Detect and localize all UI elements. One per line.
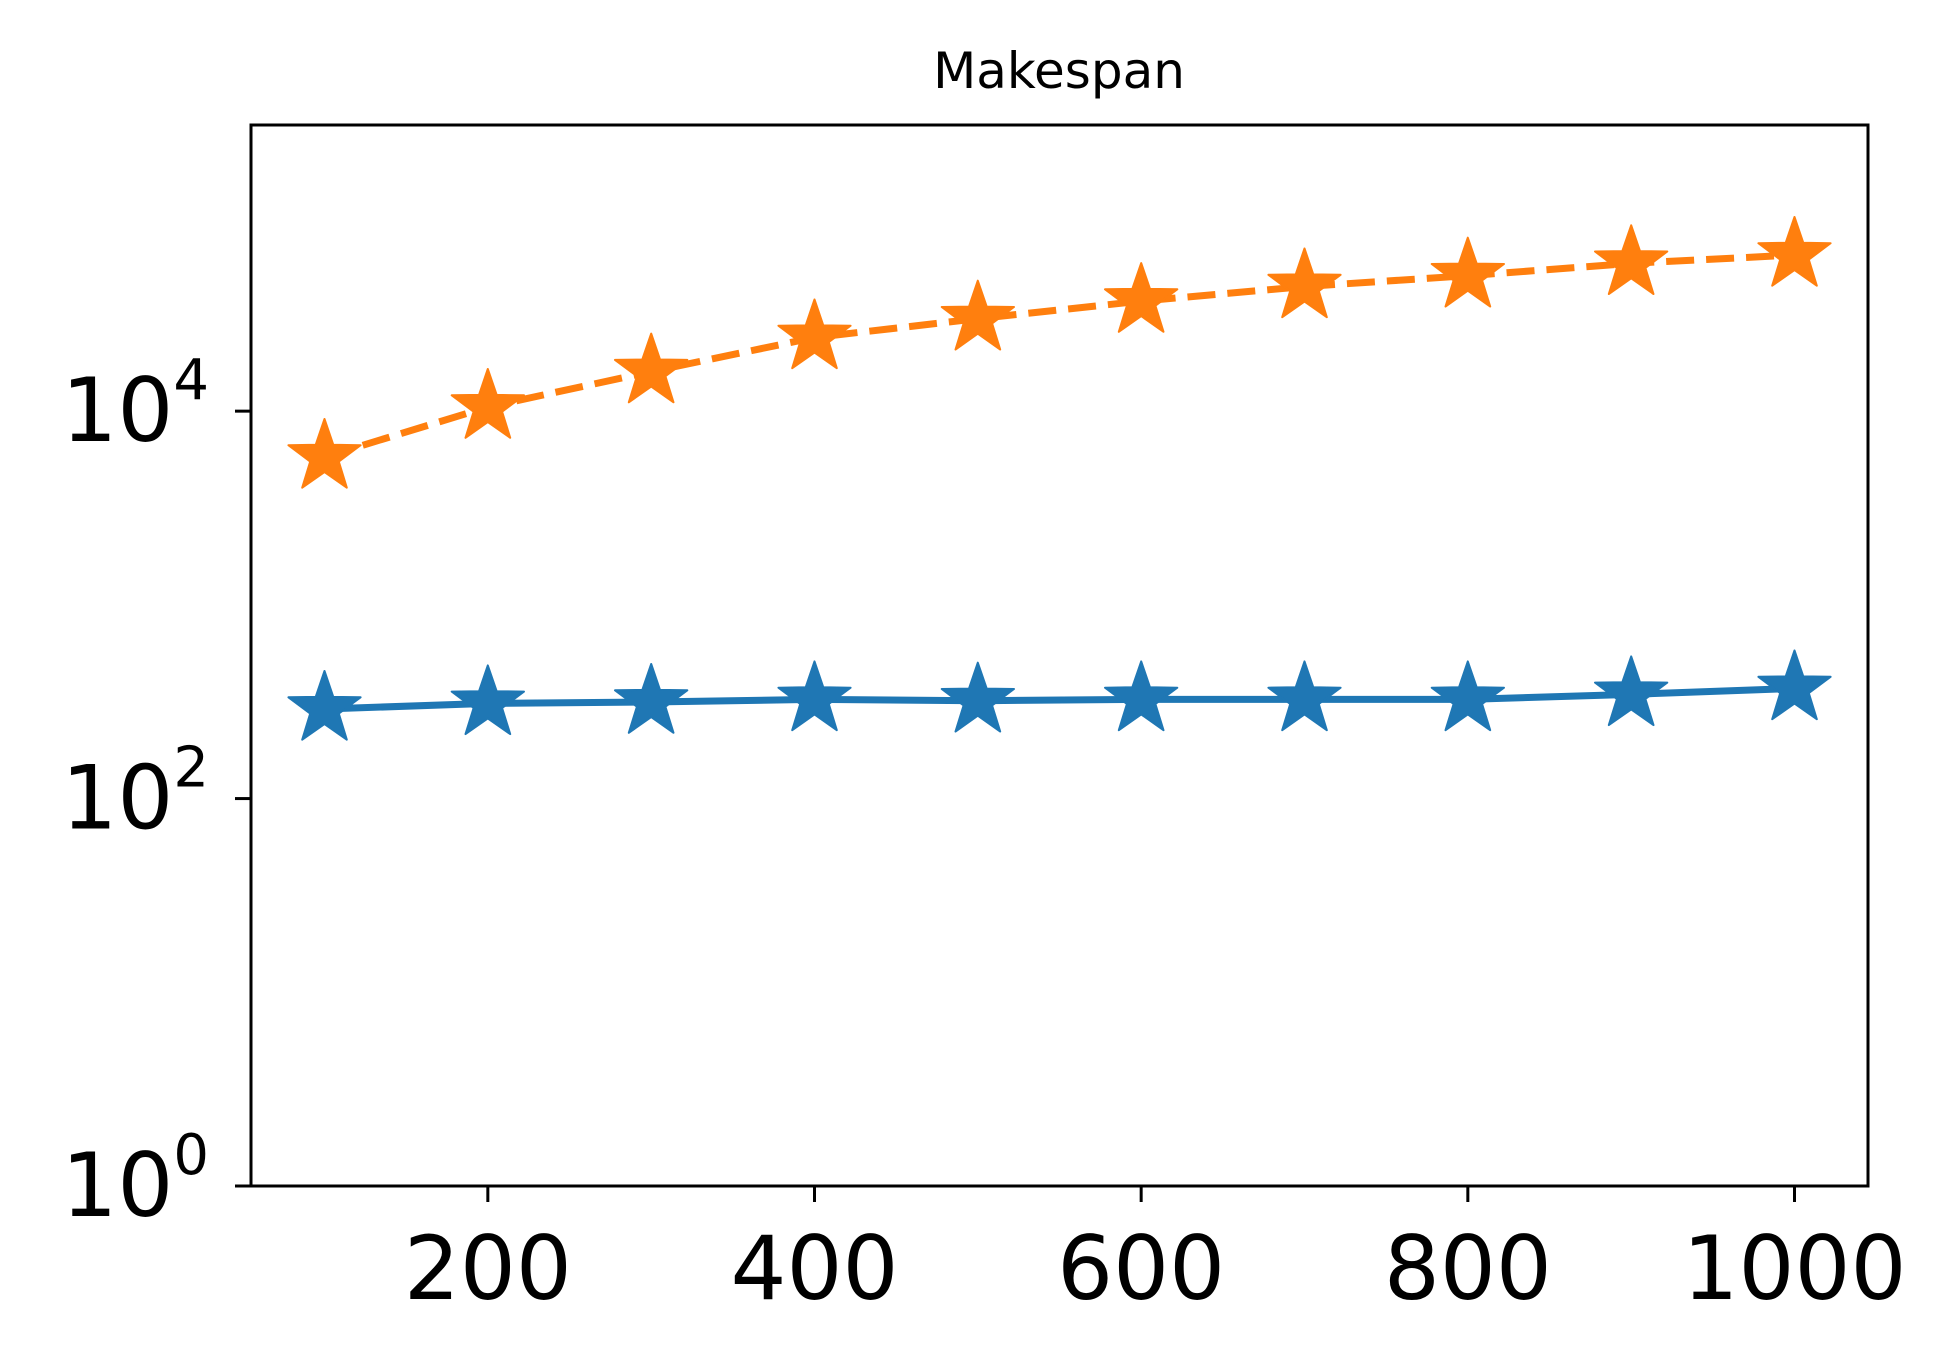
series-layer <box>287 216 1832 741</box>
series-1-line <box>324 685 1795 713</box>
series-2-marker <box>614 332 689 404</box>
plot-frame <box>249 123 1870 1188</box>
series-1-marker <box>777 660 852 732</box>
y-tick-label: 100 <box>61 1123 209 1237</box>
series-1-marker <box>287 670 362 741</box>
series-2-line <box>323 251 1795 461</box>
series-2-marker <box>450 368 525 439</box>
series-1-marker <box>1430 660 1505 732</box>
x-tick-label: 600 <box>1057 1217 1225 1320</box>
series-1-marker <box>450 664 525 736</box>
series-2-marker <box>1757 216 1832 287</box>
x-tick-label: 800 <box>1384 1217 1552 1320</box>
axis-layer: 200 400 600 800 1000 100 102 104 <box>61 348 1906 1320</box>
series-2-marker <box>1267 247 1342 319</box>
x-tick-label: 200 <box>404 1217 572 1320</box>
series-2-marker <box>1594 224 1669 295</box>
series-2-marker <box>940 279 1015 351</box>
x-tick-label: 400 <box>731 1217 899 1320</box>
y-tick-label: 102 <box>61 736 209 850</box>
series-1-marker <box>1757 649 1832 721</box>
series-2-marker <box>1430 236 1505 308</box>
series-1-marker <box>1594 655 1669 727</box>
y-tick-label: 104 <box>61 348 209 462</box>
series-2-marker <box>1104 262 1179 333</box>
series-1-marker <box>940 661 1015 733</box>
chart-title: Makespan <box>933 42 1185 100</box>
series-1-marker <box>1104 660 1179 732</box>
series-2-marker <box>777 298 852 370</box>
series-1-marker <box>614 663 689 734</box>
x-tick-label: 1000 <box>1683 1217 1907 1320</box>
series-1-marker <box>1267 660 1342 732</box>
series-2-marker <box>287 418 362 489</box>
